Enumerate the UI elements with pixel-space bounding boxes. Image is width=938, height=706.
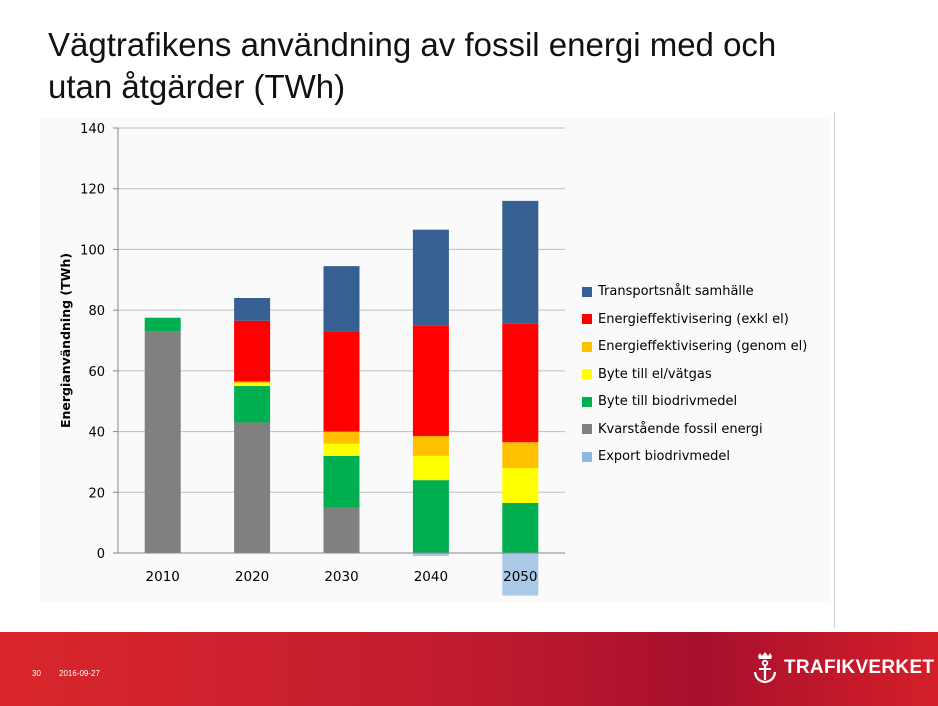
legend-label: Energieffektivisering (exkl el): [598, 311, 789, 327]
bar-segment: [144, 317, 181, 332]
legend-label: Byte till biodrivmedel: [598, 394, 738, 410]
y-tick-label: 140: [80, 122, 105, 137]
legend-item: Export biodrivmedel: [582, 443, 807, 471]
bar-segment: [502, 553, 539, 596]
legend-label: Kvarstående fossil energi: [598, 421, 763, 437]
legend-label: Byte till el/vätgas: [598, 366, 712, 382]
bar-segment: [412, 455, 449, 481]
bar-segment: [502, 468, 539, 503]
legend-item: Energieffektivisering (genom el): [582, 333, 807, 361]
bar-segment: [144, 331, 181, 553]
bar-segment: [412, 229, 449, 326]
y-tick-label: 40: [88, 426, 105, 441]
x-tick-label: 2010: [146, 569, 180, 585]
trafikverket-logo: TRAFIKVERKET: [752, 652, 934, 684]
legend-label: Export biodrivmedel: [598, 449, 730, 465]
legend-swatch: [582, 424, 592, 435]
bar-segment: [323, 443, 360, 456]
legend-item: Byte till biodrivmedel: [582, 388, 807, 416]
legend-swatch: [582, 451, 592, 462]
x-tick-label: 2030: [324, 569, 358, 585]
bar-segment: [323, 431, 360, 444]
bar-segment: [502, 200, 539, 324]
legend-label: Transportsnålt samhälle: [598, 284, 754, 300]
legend-item: Energieffektivisering (exkl el): [582, 306, 807, 334]
bar-segment: [412, 325, 449, 437]
crown-anchor-icon: [753, 652, 777, 684]
bar-segment: [234, 298, 271, 321]
bar-segment: [323, 266, 360, 332]
x-tick-label: 2020: [235, 569, 269, 585]
legend-swatch: [582, 369, 592, 380]
bar-segment: [412, 553, 449, 557]
legend-swatch: [582, 286, 592, 297]
bar-segment: [412, 480, 449, 553]
legend-swatch: [582, 341, 592, 352]
bar-segment: [323, 455, 360, 508]
legend-label: Energieffektivisering (genom el): [598, 339, 808, 355]
bar-segment: [323, 331, 360, 432]
page-number: 30: [32, 669, 41, 678]
chart-legend: Transportsnålt samhälle Energieffektivise…: [582, 278, 807, 471]
bar-segment: [502, 502, 539, 553]
logo-text: TRAFIKVERKET: [784, 657, 935, 678]
legend-swatch: [582, 396, 592, 407]
legend-item: Transportsnålt samhälle: [582, 278, 807, 306]
footer-bar: 30 2016-09-27 TRAFIKVERKET: [0, 632, 938, 706]
x-tick-label: 2050: [503, 569, 537, 585]
bar-segment: [502, 442, 539, 468]
y-axis-title: Energianvändning (TWh): [58, 253, 73, 428]
y-tick-label: 100: [80, 243, 105, 258]
x-tick-label: 2040: [414, 569, 448, 585]
legend-item: Kvarstående fossil energi: [582, 416, 807, 444]
bar-segment: [234, 383, 271, 387]
y-tick-label: 20: [88, 486, 105, 501]
slide-divider: [834, 112, 835, 628]
y-tick-label: 80: [88, 304, 105, 319]
bar-segment: [234, 422, 271, 553]
title-line-2: utan åtgärder (TWh): [48, 68, 346, 105]
bar-segment: [234, 386, 271, 423]
legend-swatch: [582, 314, 592, 325]
slide-title: Vägtrafikens användning av fossil energi…: [48, 24, 908, 108]
legend-item: Byte till el/vätgas: [582, 361, 807, 389]
y-tick-label: 60: [88, 365, 105, 380]
y-tick-label: 0: [97, 547, 105, 562]
bar-segment: [323, 507, 360, 553]
bar-segment: [502, 323, 539, 443]
bar-segment: [234, 320, 271, 382]
slide-date: 2016-09-27: [59, 669, 100, 678]
title-line-1: Vägtrafikens användning av fossil energi…: [48, 26, 777, 63]
bar-segment: [234, 381, 271, 383]
y-tick-label: 120: [80, 183, 105, 198]
bar-segment: [412, 436, 449, 456]
